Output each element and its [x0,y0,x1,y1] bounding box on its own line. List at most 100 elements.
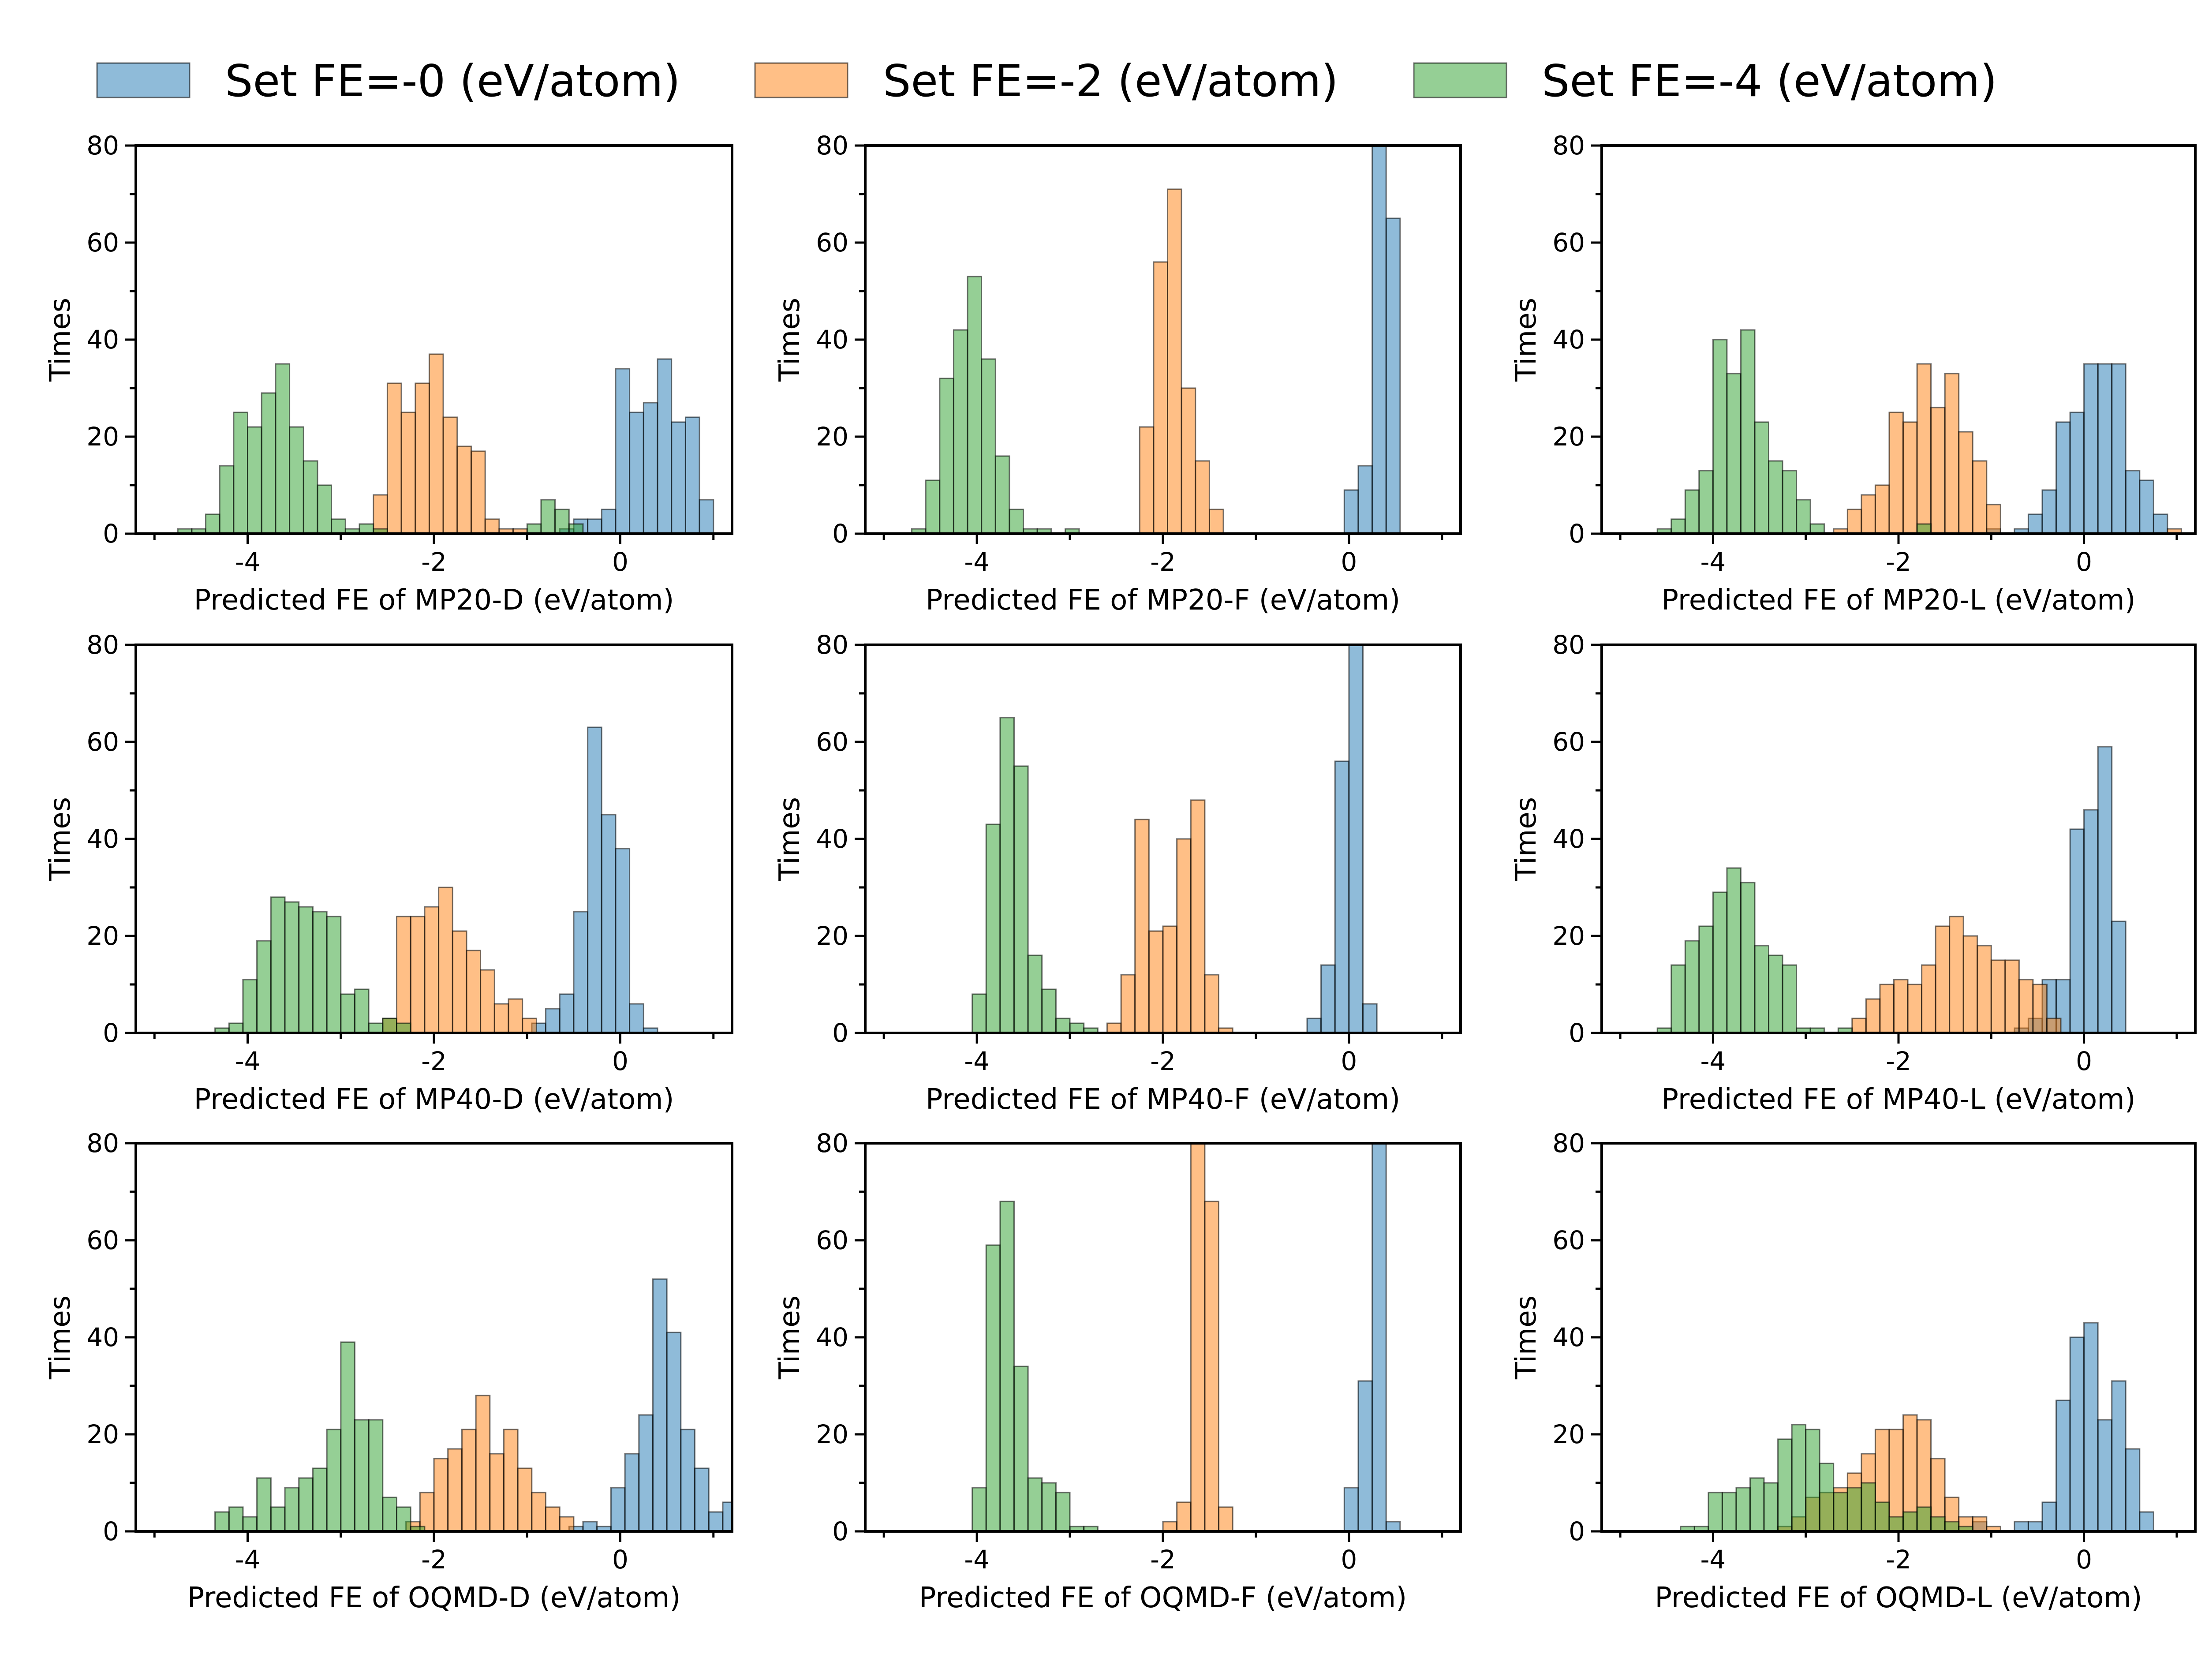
bar-fe2 [1176,838,1192,1033]
panel-oqmd-f: -4 -2 0 0 20 40 60 80 Predicted FE of OQMD-F (eV… [774,1128,1462,1614]
bar-fe0 [2027,1521,2043,1531]
bar-fe2 [1972,1516,1988,1531]
bar-fe0 [2083,1322,2099,1531]
x-axis-label: Predicted FE of MP20-L (eV/atom) [1661,584,2135,617]
bar-fe2 [1195,460,1210,534]
bar-fe0 [1372,1143,1387,1531]
bar-fe0 [2056,421,2071,534]
bar-fe4 [233,412,248,534]
x-tick-label: 0 [1341,1046,1357,1076]
bar-fe4 [1754,945,1769,1033]
bar-fe2 [1218,1027,1233,1033]
bar-fe4 [1708,1492,1723,1531]
bars-mp40-f [972,645,1378,1033]
bar-fe2 [2004,959,2020,1033]
bar-fe2 [2046,1018,2062,1033]
chart-panels: -4 -2 0 0 20 40 60 80 Predicted FE of MP20-D (eV… [44,131,2197,1614]
bar-fe0 [722,1501,732,1531]
x-axis-label: Predicted FE of MP20-F (eV/atom) [926,584,1400,617]
x-axis-label: Predicted FE of OQMD-F (eV/atom) [919,1582,1407,1614]
bar-fe2 [1986,504,2001,534]
bar-fe4 [289,426,304,534]
bar-fe4 [994,455,1010,534]
bar-fe0 [643,402,658,534]
y-tick-label: 20 [1552,422,1585,452]
legend-swatch-fe4 [1413,62,1507,98]
bar-fe0 [708,1511,724,1531]
y-tick-label: 20 [86,1419,119,1449]
bar-fe4 [270,1506,286,1531]
bar-fe4 [256,940,272,1033]
bar-fe4 [925,479,941,534]
bar-fe0 [643,1027,658,1033]
bar-fe4 [373,528,388,534]
y-tick-label: 40 [816,325,848,355]
bar-fe4 [312,1467,328,1531]
bar-fe0 [2139,1511,2154,1531]
y-tick-label: 40 [86,824,119,854]
bar-fe4 [1055,1492,1071,1531]
legend-swatch-fe2 [754,62,848,98]
bar-fe4 [396,1506,411,1531]
bar-fe2 [1893,979,1909,1033]
x-tick-label: -4 [235,547,261,577]
bar-fe4 [1069,1022,1085,1033]
x-tick-label: -2 [421,1046,447,1076]
y-tick-label: 40 [816,824,848,854]
bar-fe4 [1013,765,1029,1033]
bar-fe0 [2111,1380,2127,1531]
bar-fe0 [615,848,631,1033]
bar-fe2 [1865,998,1881,1033]
bar-fe0 [2125,470,2141,534]
x-tick-label: -4 [964,1046,990,1076]
x-tick-label: -2 [421,547,447,577]
bar-fe2 [1204,1201,1219,1531]
bar-fe2 [1162,925,1178,1033]
bar-fe2 [1181,387,1196,534]
bar-fe4 [368,1022,384,1033]
bar-fe0 [2111,363,2127,534]
bar-fe2 [442,416,458,534]
bar-fe4 [1809,523,1825,534]
y-tick-label: 0 [103,1516,119,1546]
bar-fe2 [1916,363,1932,534]
x-tick-label: -4 [964,1545,990,1575]
bar-fe2 [1846,509,1862,534]
bar-fe2 [2167,528,2182,534]
y-tick-label: 60 [86,1225,119,1255]
bar-fe2 [1977,945,1992,1033]
bar-fe4 [1041,1482,1057,1531]
bar-fe0 [587,518,602,534]
bar-fe4 [1874,1501,1890,1531]
panel-mp20-d: -4 -2 0 0 20 40 60 80 Predicted FE of MP20-D (eV… [44,131,733,617]
bar-fe4 [1712,891,1728,1033]
bar-fe4 [247,426,262,534]
legend-entry-fe2: Set FE=-2 (eV/atom) [754,55,1338,107]
bar-fe2 [503,1429,519,1531]
y-tick-label: 20 [1552,1419,1585,1449]
y-axis-label: Times [1510,797,1543,881]
bar-fe0 [657,358,673,534]
y-axis-label: Times [44,1295,77,1380]
bar-fe4 [382,1018,397,1033]
bar-fe4 [284,1487,300,1531]
panel-mp20-f: -4 -2 0 0 20 40 60 80 Predicted FE of MP20-F (eV… [774,131,1462,617]
bar-fe4 [981,358,996,534]
legend: Set FE=-0 (eV/atom) Set FE=-2 (eV/atom) … [96,55,1997,107]
bar-fe0 [666,1332,682,1531]
bar-fe2 [1949,916,1964,1033]
bar-fe2 [447,1448,463,1531]
bar-fe0 [2097,746,2113,1033]
x-tick-label: 0 [2076,547,2092,577]
bar-fe0 [1334,760,1350,1033]
bar-fe4 [284,901,300,1033]
bar-fe2 [1148,930,1164,1033]
bar-fe4 [1861,1482,1876,1531]
bar-fe0 [629,412,644,534]
x-tick-label: -2 [1150,1545,1176,1575]
bar-fe0 [2083,809,2099,1033]
bar-fe4 [985,1244,1001,1531]
bar-fe0 [2097,1419,2113,1531]
bar-fe0 [671,421,686,534]
bar-fe4 [242,979,258,1033]
